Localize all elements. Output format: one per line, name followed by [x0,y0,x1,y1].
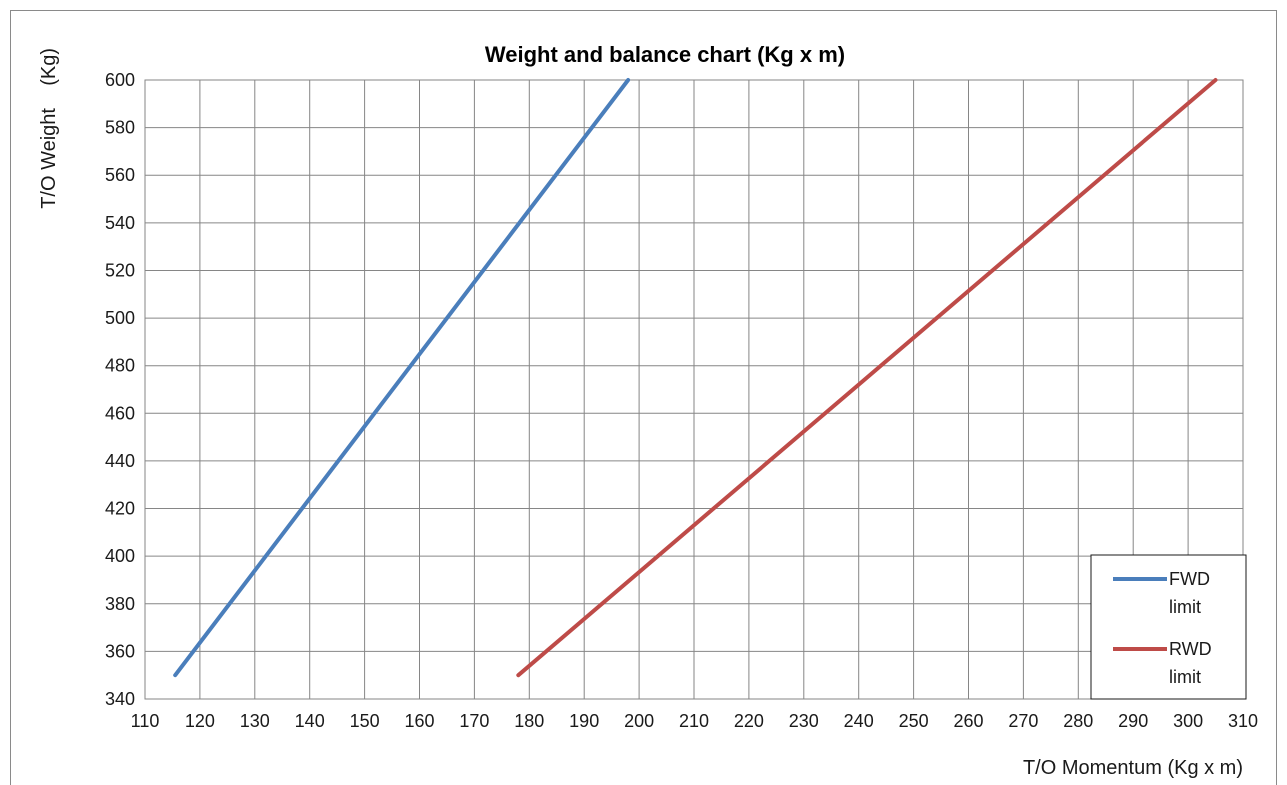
y-tick-label: 380 [105,594,135,614]
x-tick-label: 200 [624,711,654,731]
x-tick-label: 170 [459,711,489,731]
x-tick-label: 250 [899,711,929,731]
x-tick-label: 220 [734,711,764,731]
x-tick-label: 210 [679,711,709,731]
x-tick-label: 160 [404,711,434,731]
y-axis-label: T/O Weight (Kg) [38,48,60,209]
gridlines [144,79,1244,700]
x-tick-label: 300 [1173,711,1203,731]
x-tick-label: 190 [569,711,599,731]
y-tick-label: 400 [105,546,135,566]
series-line-fwd [173,78,631,678]
x-tick-label: 310 [1228,711,1258,731]
x-tick-label: 110 [131,711,160,731]
series-line-rwd [516,78,1218,678]
x-tick-label: 290 [1118,711,1148,731]
chart-title: Weight and balance chart (Kg x m) [485,42,845,67]
legend-label: limit [1169,597,1201,617]
y-tick-label: 480 [105,356,135,376]
x-tick-label: 180 [514,711,544,731]
y-tick-label: 520 [105,260,135,280]
y-tick-label: 540 [105,213,135,233]
plot-area [144,79,1244,700]
y-tick-label: 600 [105,70,135,90]
x-tick-label: 280 [1063,711,1093,731]
legend-label: limit [1169,667,1201,687]
x-tick-label: 240 [844,711,874,731]
y-tick-label: 460 [105,403,135,423]
x-tick-label: 150 [350,711,380,731]
tick-labels: 110 120 130 140 150 160 170 180 190 200 210 220 230 2… [105,70,1258,731]
x-tick-label: 130 [240,711,270,731]
x-tick-label: 140 [295,711,325,731]
x-axis-label: T/O Momentum (Kg x m) [1023,757,1243,779]
chart-frame [10,10,1277,785]
x-tick-label: 270 [1008,711,1038,731]
legend-box [1090,554,1247,700]
legend-label: RWD [1169,639,1212,659]
x-tick-label: 120 [185,711,215,731]
x-tick-label: 260 [953,711,983,731]
legend-items: FWD limit RWD limit [1113,569,1212,687]
x-tick-label: 230 [789,711,819,731]
y-tick-label: 440 [105,451,135,471]
y-tick-label: 360 [105,641,135,661]
y-tick-label: 560 [105,165,135,185]
legend-label: FWD [1169,569,1210,589]
y-tick-label: 420 [105,499,135,519]
series-group [173,78,1218,678]
y-tick-label: 580 [105,118,135,138]
y-tick-label: 340 [105,689,135,709]
legend: FWD limit RWD limit [1090,554,1247,700]
y-tick-label: 500 [105,308,135,328]
